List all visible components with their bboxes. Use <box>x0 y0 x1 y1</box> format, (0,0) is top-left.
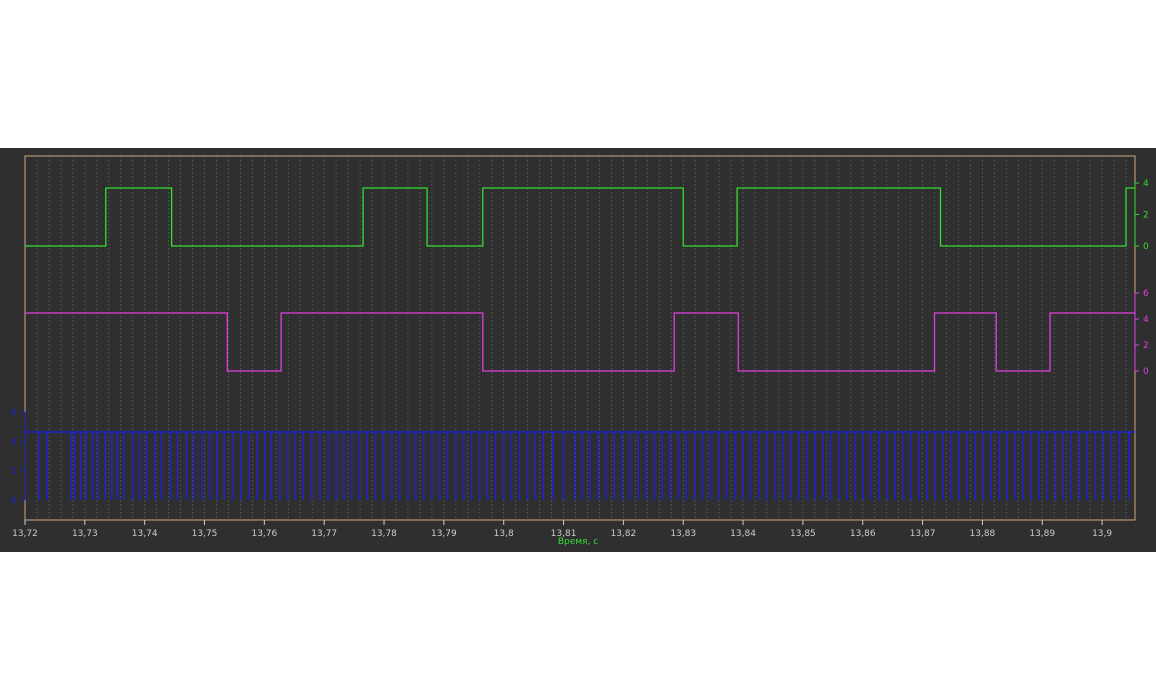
x-tick-label: 13,79 <box>431 529 457 539</box>
plot-border <box>24 155 1136 521</box>
x-tick-label: 13,77 <box>311 529 337 539</box>
plot-frame <box>24 155 1136 521</box>
y-tick-label: 6 <box>1143 289 1149 299</box>
series-1-line <box>25 187 1135 247</box>
oscilloscope-panel: 13,72 13,73 13,74 13,75 13,76 13,77 13,78 13,79… <box>0 148 1156 552</box>
x-tick-label: 13,78 <box>371 529 397 539</box>
x-tick-label: 13,88 <box>970 529 996 539</box>
x-axis-label: Время, с <box>557 537 599 547</box>
x-tick-label: 13,73 <box>72 529 98 539</box>
x-tick-label: 13,76 <box>251 529 277 539</box>
x-tick-label: 13,85 <box>790 529 816 539</box>
x-tick-label: 13,9 <box>1092 529 1112 539</box>
axis-layer: 13,72 13,73 13,74 13,75 13,76 13,77 13,78 13,79… <box>11 179 1149 539</box>
x-tick-label: 13,82 <box>610 529 636 539</box>
x-tick-label: 13,8 <box>494 529 514 539</box>
y-tick-label: 4 <box>11 437 17 447</box>
grid-layer <box>24 156 1127 520</box>
series-layer <box>25 187 1135 500</box>
x-tick-label: 13,72 <box>12 529 38 539</box>
x-tick-label: 13,89 <box>1029 529 1055 539</box>
y-tick-label: 4 <box>1143 315 1149 325</box>
x-tick-label: 13,75 <box>192 529 218 539</box>
series-2-line <box>25 312 1135 372</box>
x-tick-label: 13,83 <box>670 529 696 539</box>
y-tick-label: 2 <box>1143 211 1149 221</box>
y-tick-label: 0 <box>11 496 17 506</box>
x-tick-label: 13,87 <box>910 529 936 539</box>
x-tick-label: 13,74 <box>132 529 158 539</box>
y-tick-label: 4 <box>1143 179 1149 189</box>
x-tick-label: 13,86 <box>850 529 876 539</box>
y-tick-label: 2 <box>1143 341 1149 351</box>
y-tick-label: 0 <box>1143 367 1149 377</box>
y-tick-label: 6 <box>11 408 17 418</box>
y-tick-label: 2 <box>11 467 17 477</box>
x-tick-label: 13,84 <box>730 529 756 539</box>
x-tick-label: 13,81 <box>551 529 577 539</box>
oscilloscope-chart: 13,72 13,73 13,74 13,75 13,76 13,77 13,78 13,79… <box>11 155 1149 539</box>
y-tick-label: 0 <box>1143 242 1149 252</box>
